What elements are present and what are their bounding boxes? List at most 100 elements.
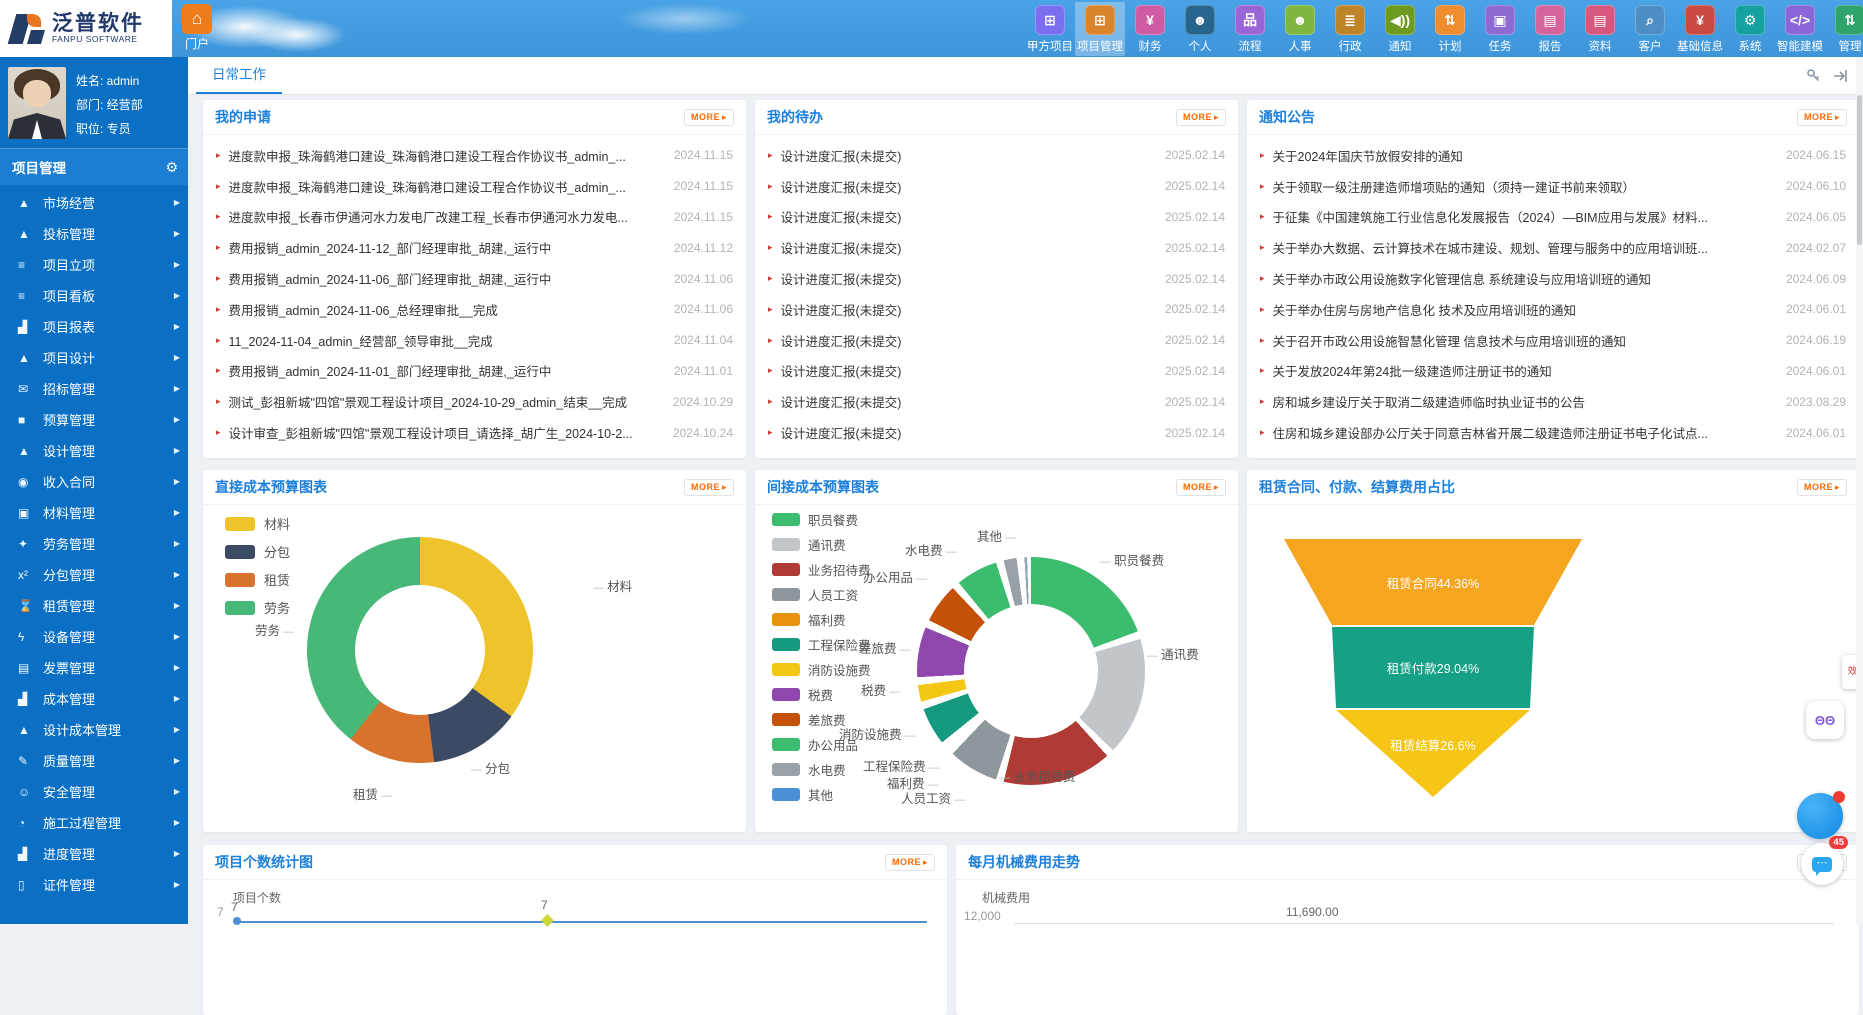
- sidebar-menu-item[interactable]: ☺ 安全管理 ▶: [0, 776, 188, 807]
- more-button[interactable]: MORE▸: [1176, 109, 1226, 126]
- top-nav-item[interactable]: 品 流程: [1225, 2, 1275, 56]
- request-list-item[interactable]: ▸ 费用报销_admin_2024-11-06_总经理审批__完成 2024.1…: [216, 294, 733, 325]
- todo-list-item[interactable]: ▸ 设计进度汇报(未提交) 2025.02.14: [768, 232, 1225, 263]
- top-nav-item[interactable]: ◀)) 通知: [1375, 2, 1425, 56]
- sidebar-menu-item[interactable]: ◔ 施工过程管理 ▶: [0, 807, 188, 838]
- notice-list-item[interactable]: ▸ 关于召开市政公用设施智慧化管理 信息技术与应用培训班的通知 2024.06.…: [1260, 325, 1846, 356]
- request-list-item[interactable]: ▸ 进度款申报_长春市伊通河水力发电厂改建工程_长春市伊通河水力发电... 20…: [216, 202, 733, 233]
- request-list-item[interactable]: ▸ 进度款申报_珠海鹤港口建设_珠海鹤港口建设工程合作协议书_admin_...…: [216, 140, 733, 171]
- sidebar-menu-item[interactable]: ▤ 发票管理 ▶: [0, 652, 188, 683]
- todo-list-item[interactable]: ▸ 设计进度汇报(未提交) 2025.02.14: [768, 325, 1225, 356]
- notice-list-item[interactable]: ▸ 关于举办住房与房地产信息化 技术及应用培训班的通知 2024.06.01: [1260, 294, 1846, 325]
- request-list-item[interactable]: ▸ 费用报销_admin_2024-11-06_部门经理审批_胡建,_运行中 2…: [216, 263, 733, 294]
- legend-item[interactable]: 材料: [225, 514, 290, 533]
- legend-item[interactable]: 分包: [225, 542, 290, 561]
- assistant-floating-button[interactable]: ΘΘ: [1806, 701, 1844, 739]
- top-nav-item[interactable]: ▤ 资料: [1575, 2, 1625, 56]
- sidebar-menu-item[interactable]: ▲ 市场经营 ▶: [0, 187, 188, 218]
- gear-icon[interactable]: ⚙: [165, 159, 178, 176]
- sidebar-menu-item[interactable]: ■ 预算管理 ▶: [0, 404, 188, 435]
- legend-item[interactable]: 税费: [772, 685, 871, 704]
- todo-list-item[interactable]: ▸ 设计进度汇报(未提交) 2025.02.14: [768, 294, 1225, 325]
- legend-item[interactable]: 业务招待费: [772, 560, 871, 579]
- chat-floating-button[interactable]: ⋯ 45: [1801, 843, 1843, 885]
- top-nav-item[interactable]: ▣ 任务: [1475, 2, 1525, 56]
- sidebar-menu-item[interactable]: ▲ 投标管理 ▶: [0, 218, 188, 249]
- sidebar-menu-item[interactable]: ▲ 项目设计 ▶: [0, 342, 188, 373]
- legend-item[interactable]: 其他: [772, 785, 871, 804]
- request-list-item[interactable]: ▸ 费用报销_admin_2024-11-01_部门经理审批_胡建,_运行中 2…: [216, 356, 733, 387]
- more-button[interactable]: MORE▸: [1797, 109, 1847, 126]
- more-button[interactable]: MORE▸: [885, 854, 935, 871]
- request-list-item[interactable]: ▸ 进度款申报_珠海鹤港口建设_珠海鹤港口建设工程合作协议书_admin_...…: [216, 171, 733, 202]
- sidebar-menu-item[interactable]: ▟ 进度管理 ▶: [0, 838, 188, 869]
- notice-list-item[interactable]: ▸ 房和城乡建设厅关于取消二级建造师临时执业证书的公告 2023.08.29: [1260, 386, 1846, 417]
- sidebar-menu-item[interactable]: ◉ 收入合同 ▶: [0, 466, 188, 497]
- todo-list-item[interactable]: ▸ 设计进度汇报(未提交) 2025.02.14: [768, 417, 1225, 448]
- sidebar-menu-item[interactable]: ⌛ 租赁管理 ▶: [0, 590, 188, 621]
- notice-list-item[interactable]: ▸ 关于领取一级注册建造师增项贴的通知（须持一建证书前来领取） 2024.06.…: [1260, 171, 1846, 202]
- todo-list-item[interactable]: ▸ 设计进度汇报(未提交) 2025.02.14: [768, 202, 1225, 233]
- nav-item-portal[interactable]: ⌂ 门户: [174, 4, 220, 52]
- sidebar-menu-item[interactable]: ▲ 设计管理 ▶: [0, 435, 188, 466]
- top-nav-item[interactable]: ¥ 基础信息: [1675, 2, 1725, 56]
- todo-list-item[interactable]: ▸ 设计进度汇报(未提交) 2025.02.14: [768, 356, 1225, 387]
- request-list-item[interactable]: ▸ 费用报销_admin_2024-11-12_部门经理审批_胡建,_运行中 2…: [216, 232, 733, 263]
- legend-item[interactable]: 消防设施费: [772, 660, 871, 679]
- request-list-item[interactable]: ▸ 设计审查_彭祖新城"四馆"景观工程设计项目_请选择_胡广生_2024-10-…: [216, 417, 733, 448]
- sidebar-menu-item[interactable]: ✎ 质量管理 ▶: [0, 745, 188, 776]
- sidebar-menu-item[interactable]: ▟ 成本管理 ▶: [0, 683, 188, 714]
- tab-daily-work[interactable]: 日常工作: [196, 58, 282, 94]
- todo-list-item[interactable]: ▸ 设计进度汇报(未提交) 2025.02.14: [768, 386, 1225, 417]
- sidebar-menu-item[interactable]: ▣ 材料管理 ▶: [0, 497, 188, 528]
- sidebar-menu-item[interactable]: ▯ 证件管理 ▶: [0, 869, 188, 900]
- legend-item[interactable]: 水电费: [772, 760, 871, 779]
- more-button[interactable]: MORE▸: [684, 109, 734, 126]
- todo-list-item[interactable]: ▸ 设计进度汇报(未提交) 2025.02.14: [768, 140, 1225, 171]
- request-list-item[interactable]: ▸ 测试_彭祖新城"四馆"景观工程设计项目_2024-10-29_admin_结…: [216, 386, 733, 417]
- legend-item[interactable]: 劳务: [225, 598, 290, 617]
- top-nav-item[interactable]: ⇅ 管理: [1825, 2, 1863, 56]
- todo-list-item[interactable]: ▸ 设计进度汇报(未提交) 2025.02.14: [768, 171, 1225, 202]
- sidebar-menu-item[interactable]: ϟ 设备管理 ▶: [0, 621, 188, 652]
- top-nav-item[interactable]: ▤ 报告: [1525, 2, 1575, 56]
- notice-list-item[interactable]: ▸ 关于2024年国庆节放假安排的通知 2024.06.15: [1260, 140, 1846, 171]
- more-button[interactable]: MORE▸: [1797, 479, 1847, 496]
- notice-list-item[interactable]: ▸ 关于发放2024年第24批一级建造师注册证书的通知 2024.06.01: [1260, 356, 1846, 387]
- sidebar-menu-item[interactable]: ▟ 项目报表 ▶: [0, 311, 188, 342]
- more-button[interactable]: MORE▸: [1176, 479, 1226, 496]
- sidebar-menu-item[interactable]: ≡ 项目立项 ▶: [0, 249, 188, 280]
- sidebar-menu-item[interactable]: ▲ 设计成本管理 ▶: [0, 714, 188, 745]
- notice-list-item[interactable]: ▸ 住房和城乡建设部办公厅关于同意吉林省开展二级建造师注册证书电子化试点... …: [1260, 417, 1846, 448]
- notice-list-item[interactable]: ▸ 关于举办市政公用设施数字化管理信息 系统建设与应用培训班的通知 2024.0…: [1260, 263, 1846, 294]
- sidebar-menu-item[interactable]: ✉ 招标管理 ▶: [0, 373, 188, 404]
- top-nav-item[interactable]: ¥ 财务: [1125, 2, 1175, 56]
- top-nav-item[interactable]: ⇅ 计划: [1425, 2, 1475, 56]
- legend-item[interactable]: 工程保险费: [772, 635, 871, 654]
- legend-item[interactable]: 福利费: [772, 610, 871, 629]
- sidebar-menu-item[interactable]: ≡ 项目看板 ▶: [0, 280, 188, 311]
- top-nav-item[interactable]: ⌕ 客户: [1625, 2, 1675, 56]
- top-nav-item[interactable]: ⚙ 系统: [1725, 2, 1775, 56]
- notice-list-item[interactable]: ▸ 关于举办大数据、云计算技术在城市建设、规划、管理与服务中的应用培训班... …: [1260, 232, 1846, 263]
- top-nav-item[interactable]: ⊞ 项目管理: [1075, 2, 1125, 56]
- exit-icon[interactable]: [1833, 69, 1849, 83]
- scrollbar-thumb[interactable]: [1857, 95, 1862, 245]
- request-list-item[interactable]: ▸ 11_2024-11-04_admin_经营部_领导审批__完成 2024.…: [216, 325, 733, 356]
- service-floating-button[interactable]: [1797, 793, 1843, 839]
- todo-list-item[interactable]: ▸ 设计进度汇报(未提交) 2025.02.14: [768, 263, 1225, 294]
- top-nav-item[interactable]: </> 智能建模: [1775, 2, 1825, 56]
- legend-item[interactable]: 通讯费: [772, 535, 871, 554]
- key-icon[interactable]: [1806, 68, 1821, 83]
- legend-item[interactable]: 人员工资: [772, 585, 871, 604]
- top-nav-item[interactable]: ⊞ 甲方项目: [1025, 2, 1075, 56]
- more-button[interactable]: MORE▸: [684, 479, 734, 496]
- top-nav-item[interactable]: ≣ 行政: [1325, 2, 1375, 56]
- notice-list-item[interactable]: ▸ 于征集《中国建筑施工行业信息化发展报告（2024）—BIM应用与发展》材料.…: [1260, 202, 1846, 233]
- top-nav-item[interactable]: ☻ 个人: [1175, 2, 1225, 56]
- legend-item[interactable]: 职员餐费: [772, 510, 871, 529]
- legend-item[interactable]: 租赁: [225, 570, 290, 589]
- sidebar-menu-item[interactable]: x² 分包管理 ▶: [0, 559, 188, 590]
- sidebar-menu-item[interactable]: ✦ 劳务管理 ▶: [0, 528, 188, 559]
- top-nav-item[interactable]: ☻ 人事: [1275, 2, 1325, 56]
